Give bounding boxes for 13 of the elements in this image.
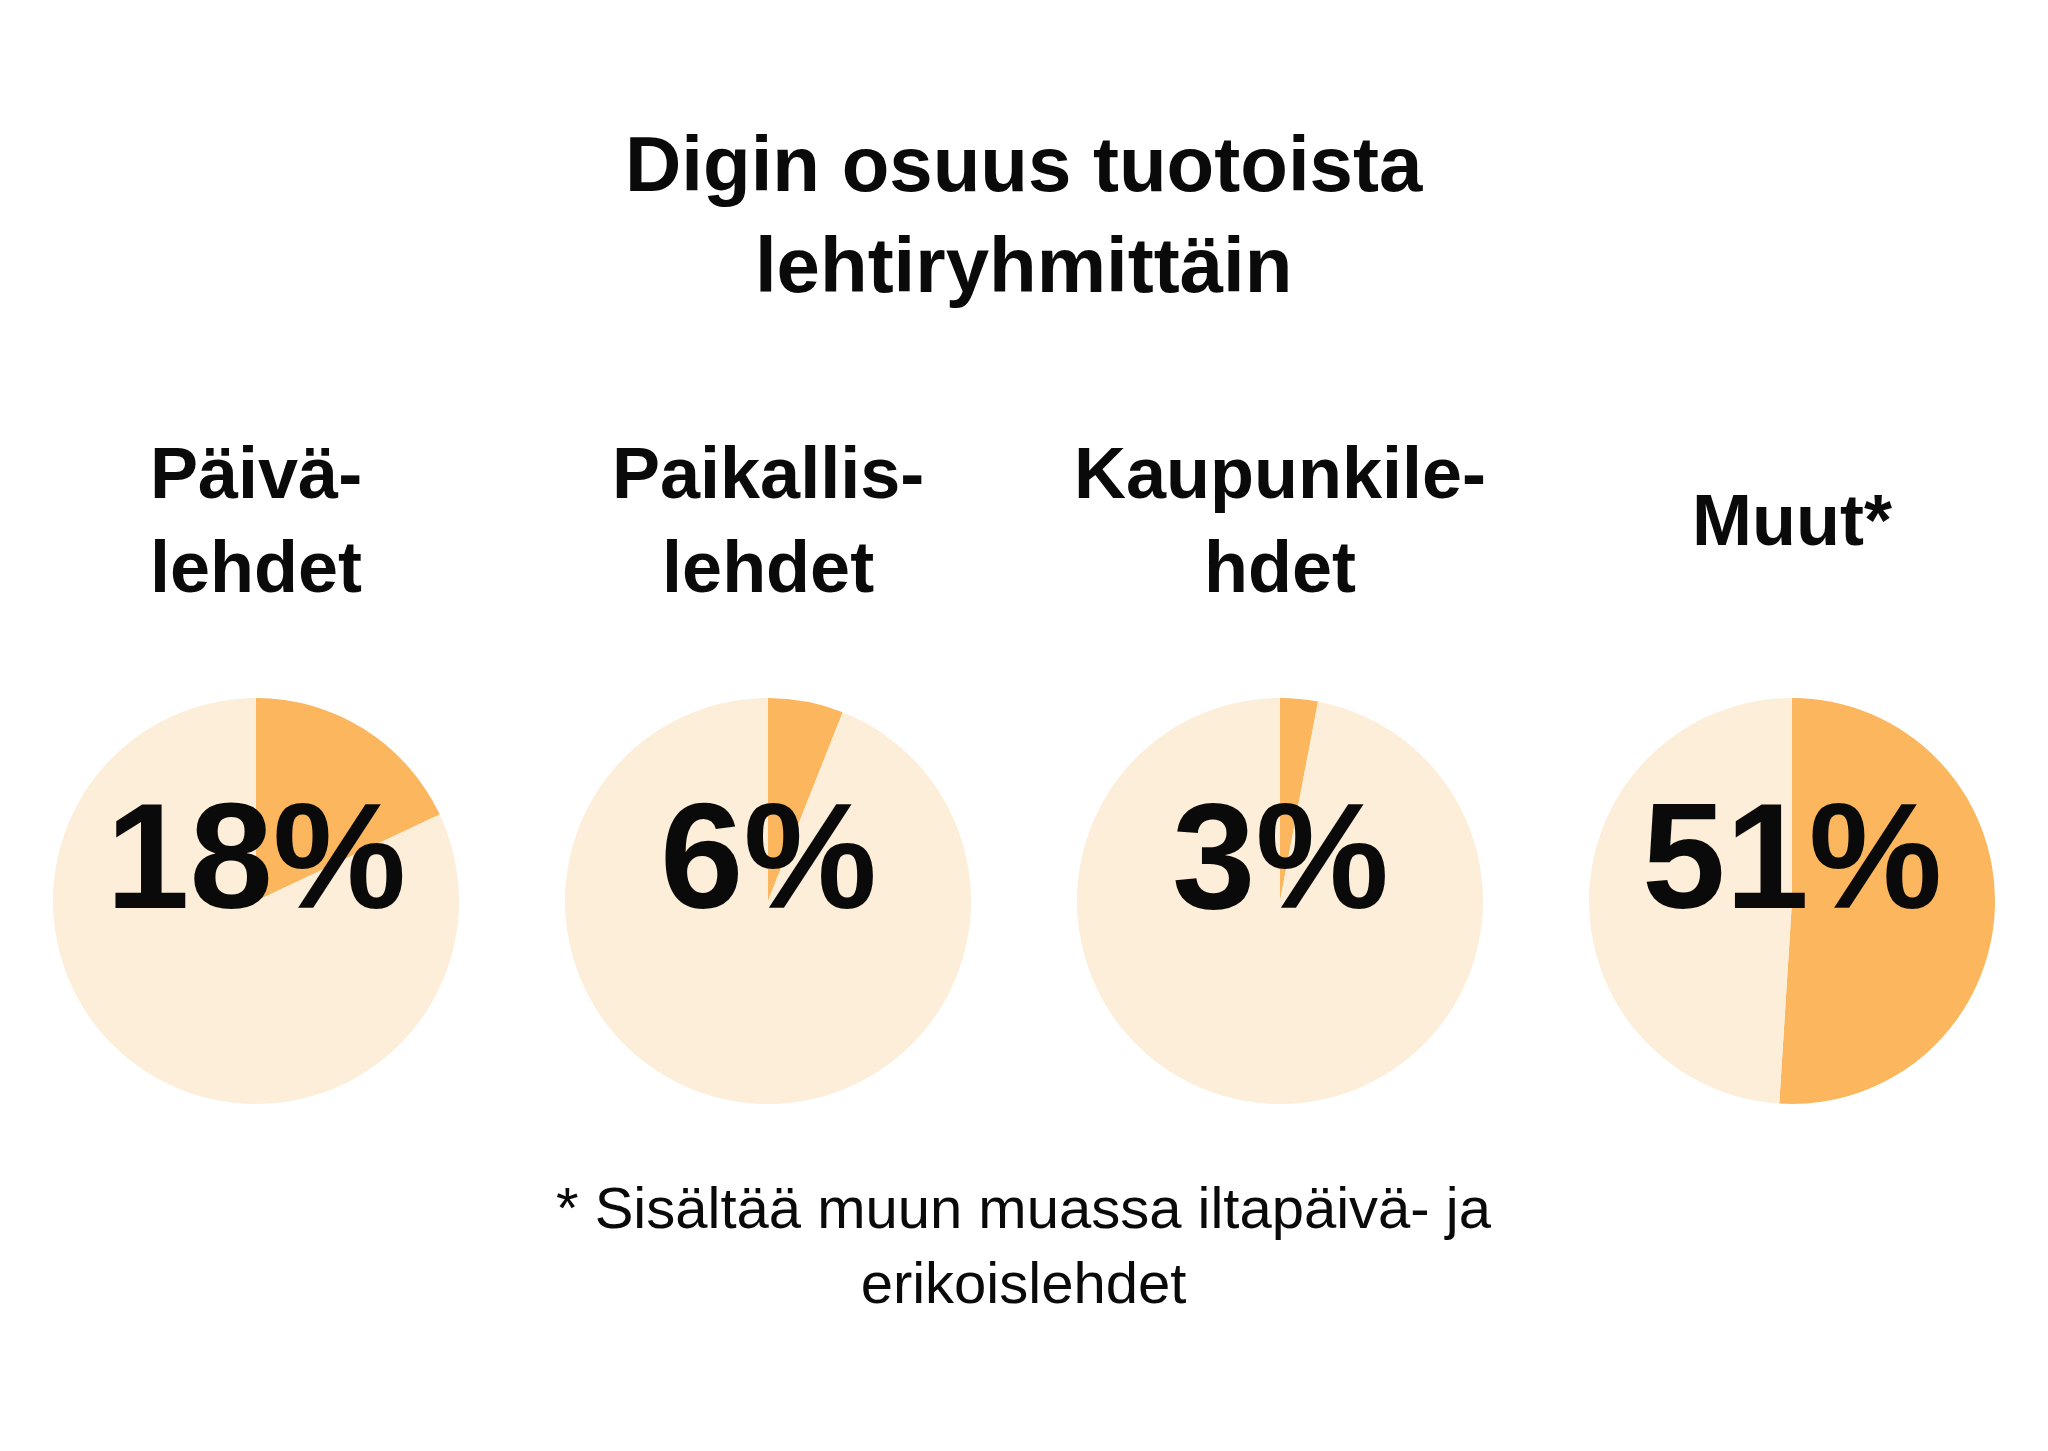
data-label: 51%: [1642, 772, 1943, 940]
chart-title: Paikallis- lehdet: [612, 433, 925, 607]
chart-title: Päivä- lehdet: [150, 433, 363, 607]
chart-title: Kaupunkile- hdet: [1074, 433, 1487, 607]
text: * Sisältää muun muassa iltapäivä- ja erikoislehdet: [556, 1175, 1492, 1316]
text: Digin osuus tuotoista lehtiryhmittäin: [625, 120, 1423, 310]
pie-slice: [1077, 698, 1483, 1104]
chart-title: Muut*: [1692, 480, 1892, 560]
data-label: 18%: [106, 772, 407, 940]
pie-slice: [565, 698, 971, 1104]
data-label: 6%: [660, 772, 877, 940]
data-label: 3%: [1172, 772, 1389, 940]
pie-slice: [53, 698, 459, 1104]
